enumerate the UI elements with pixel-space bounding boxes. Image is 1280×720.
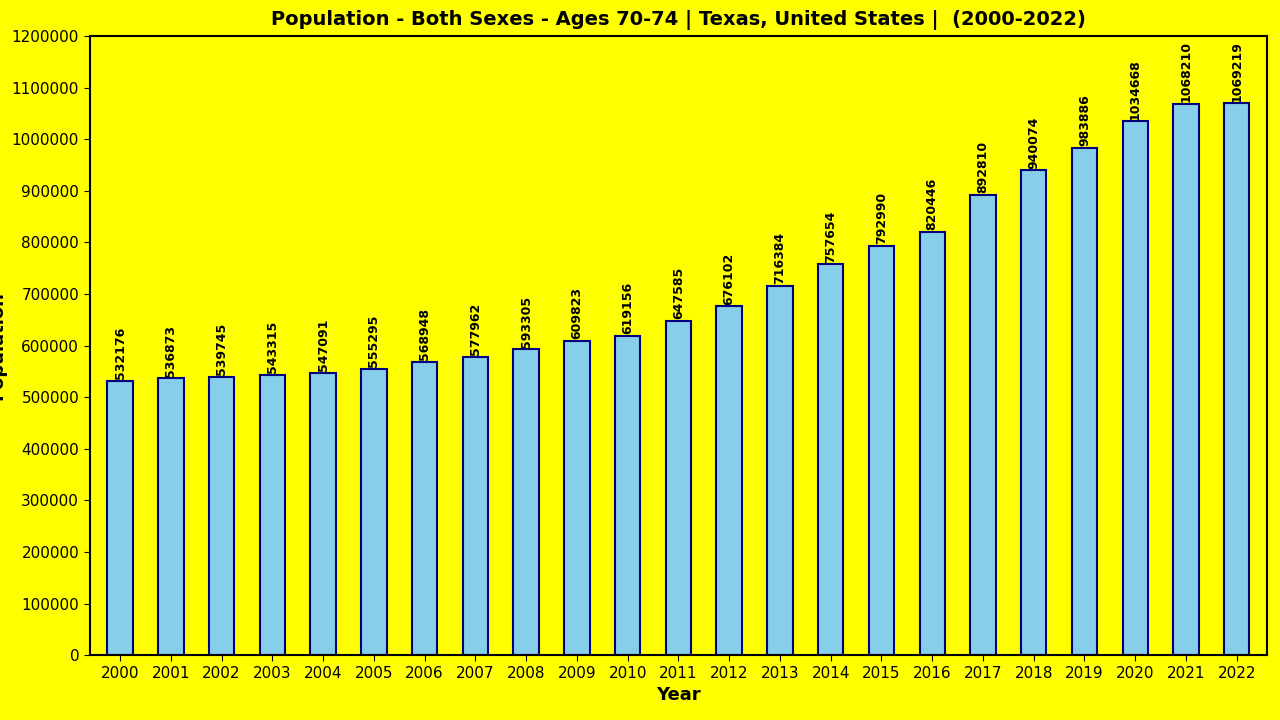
- Text: 593305: 593305: [520, 295, 532, 348]
- Bar: [1123, 121, 1148, 655]
- Bar: [818, 264, 844, 655]
- Bar: [260, 375, 285, 655]
- Text: 647585: 647585: [672, 267, 685, 320]
- Bar: [1071, 148, 1097, 655]
- Bar: [614, 336, 640, 655]
- Bar: [1021, 170, 1047, 655]
- Text: 539745: 539745: [215, 323, 228, 375]
- Text: 716384: 716384: [773, 232, 786, 284]
- Text: 983886: 983886: [1078, 94, 1091, 146]
- Text: 1069219: 1069219: [1230, 41, 1243, 102]
- Bar: [1174, 104, 1198, 655]
- Bar: [311, 373, 335, 655]
- Text: 940074: 940074: [1028, 116, 1041, 168]
- Text: 543315: 543315: [266, 321, 279, 373]
- Text: 547091: 547091: [316, 319, 329, 372]
- Bar: [412, 361, 438, 655]
- Bar: [564, 341, 590, 655]
- Bar: [462, 357, 488, 655]
- Bar: [1224, 104, 1249, 655]
- Text: 568948: 568948: [419, 308, 431, 360]
- Text: 1068210: 1068210: [1179, 42, 1193, 102]
- Text: 532176: 532176: [114, 327, 127, 379]
- Bar: [361, 369, 387, 655]
- Bar: [209, 377, 234, 655]
- Text: 820446: 820446: [925, 178, 938, 230]
- Text: 1034668: 1034668: [1129, 59, 1142, 120]
- Text: 609823: 609823: [571, 287, 584, 339]
- Bar: [919, 232, 945, 655]
- Title: Population - Both Sexes - Ages 70-74 | Texas, United States |  (2000-2022): Population - Both Sexes - Ages 70-74 | T…: [271, 10, 1085, 30]
- Bar: [513, 349, 539, 655]
- Bar: [717, 306, 742, 655]
- Bar: [970, 194, 996, 655]
- Text: 577962: 577962: [468, 303, 481, 356]
- Text: 757654: 757654: [824, 210, 837, 263]
- Text: 536873: 536873: [164, 325, 178, 377]
- Y-axis label: Population: Population: [0, 291, 6, 400]
- Text: 792990: 792990: [876, 192, 888, 245]
- Text: 555295: 555295: [367, 315, 380, 367]
- Bar: [108, 381, 133, 655]
- Bar: [666, 321, 691, 655]
- X-axis label: Year: Year: [657, 686, 700, 704]
- Text: 892810: 892810: [977, 141, 989, 193]
- Text: 619156: 619156: [621, 282, 634, 334]
- Text: 676102: 676102: [723, 253, 736, 305]
- Bar: [767, 286, 792, 655]
- Bar: [159, 378, 183, 655]
- Bar: [869, 246, 895, 655]
